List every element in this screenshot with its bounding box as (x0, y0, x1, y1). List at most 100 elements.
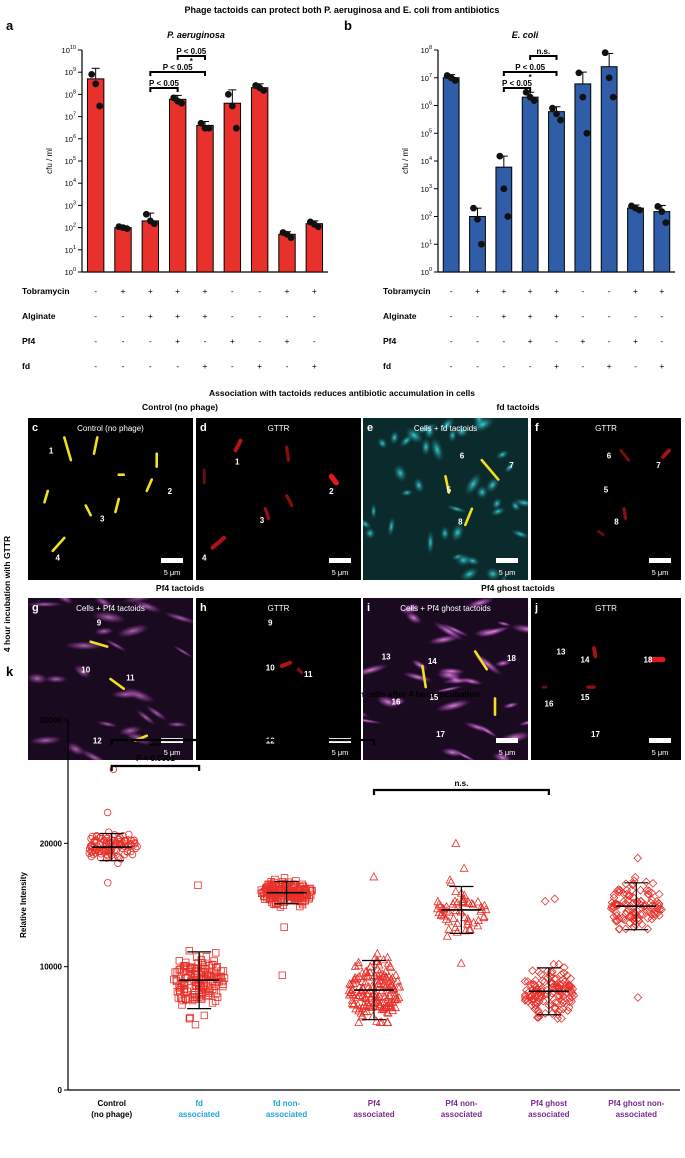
data-point-diamond (555, 1005, 565, 1015)
magenta-tactoid (476, 724, 499, 739)
data-point-diamond (654, 911, 664, 920)
data-point-diamond (636, 885, 645, 895)
magenta-tactoid (103, 638, 128, 653)
group-label: Pf4 non- (445, 1099, 477, 1108)
data-point-triangle (366, 1002, 376, 1011)
micro-panel-g: g Cells + Pf4 tactoids 5 μm 9 10 11 12 (28, 598, 193, 760)
magenta-tactoid (43, 674, 69, 684)
magenta-tactoid (93, 627, 115, 636)
data-point-square (176, 983, 185, 992)
data-point-diamond (622, 900, 631, 909)
chart-a-bar (305, 223, 324, 273)
data-point-square (191, 1020, 200, 1029)
micro-label-f: GTTR (595, 424, 617, 433)
bacterial-cell (84, 504, 92, 517)
chart-b-ytick-label: 104 (421, 156, 432, 166)
chart-b-data-point (530, 97, 538, 105)
cell-number: 17 (436, 730, 445, 739)
panel-a: a P. aeruginosa 100101102103104105106107… (6, 18, 328, 277)
chart-a-bar (168, 98, 187, 273)
magenta-tactoid (432, 685, 465, 694)
data-point-diamond (538, 976, 547, 986)
scale-label: 5 μm (332, 748, 349, 757)
data-point-diamond (552, 998, 562, 1007)
conditions-table-b: Tobramycin - + + + + - - + + Alginate - - + + + - - - - Pf4 -… (383, 286, 664, 371)
chart-a-sig-label: P < 0.05 (149, 79, 179, 88)
panel-letter-f: f (535, 422, 539, 434)
sig-star: **** (237, 716, 250, 725)
data-point-diamond (613, 900, 623, 910)
data-point-square (185, 946, 193, 955)
condition-a-cell: - (258, 311, 261, 321)
chart-b-sig-bracket (529, 55, 558, 60)
teal-tactoid (504, 461, 515, 474)
chart-a-data-point (260, 87, 268, 94)
data-point-triangle (390, 990, 400, 1000)
teal-tactoid (468, 397, 486, 414)
chart-b-data-point (470, 204, 477, 212)
condition-b-cell: + (501, 311, 506, 321)
cell-number: 2 (329, 487, 334, 496)
data-point-diamond (540, 896, 550, 906)
data-point-circle (103, 845, 111, 853)
data-point-diamond (563, 984, 572, 994)
data-point-triangle (445, 875, 455, 884)
condition-a-cell: + (203, 286, 208, 296)
data-point-diamond (566, 985, 575, 994)
condition-b-cell: - (581, 311, 584, 321)
condition-b-cell: + (633, 286, 638, 296)
magenta-tactoid (55, 598, 75, 605)
chart-k-ylabel: Relative Intensity (19, 872, 28, 938)
magenta-tactoid (117, 725, 144, 736)
data-point-triangle (384, 971, 394, 981)
condition-a-cell: - (286, 311, 289, 321)
chart-b-ytick-exponent: 6 (429, 101, 432, 107)
condition-b-cell: + (607, 361, 612, 371)
data-point-diamond (566, 974, 575, 983)
condition-a-cell: + (175, 286, 180, 296)
data-point-diamond (612, 899, 622, 909)
chart-a-data-point (228, 102, 236, 110)
data-point-diamond (627, 885, 637, 895)
data-point-diamond (556, 970, 566, 979)
chart-b-ytick-label: 107 (421, 73, 432, 83)
data-point-diamond (560, 977, 569, 987)
magenta-tactoid (363, 663, 391, 677)
condition-a-row-label: Tobramycin (22, 286, 70, 296)
cell-number: 16 (545, 699, 554, 708)
data-point-diamond (640, 902, 649, 911)
data-point-triangle (394, 992, 404, 1002)
cell-number: 8 (614, 518, 619, 527)
data-point-diamond (555, 991, 565, 1001)
chart-b-title: E. coli (512, 30, 539, 40)
group-label: associated (616, 1110, 657, 1119)
data-point-square (266, 882, 274, 890)
micro-image-e (363, 418, 528, 580)
data-point-diamond (549, 959, 559, 969)
chart-k-ytick-label: 30000 (40, 716, 63, 725)
data-point-triangle (383, 1017, 393, 1026)
chart-a-ytick-exponent: 9 (73, 67, 76, 73)
bacterial-cell (109, 677, 125, 691)
magenta-tactoid (501, 701, 520, 709)
condition-b-cell: + (528, 286, 533, 296)
chart-b-ytick-exponent: 1 (429, 239, 432, 245)
teal-tactoid (510, 529, 528, 540)
data-point-diamond (567, 997, 577, 1006)
data-point-diamond (526, 980, 536, 990)
data-point-triangle (456, 958, 466, 967)
scale-label: 5 μm (164, 568, 181, 577)
micro-panel-f: f GTTR 5 μm 6 7 5 8 (531, 418, 681, 580)
magenta-tactoid (120, 598, 163, 605)
bacterial-cell (43, 489, 50, 504)
data-point-square (266, 886, 275, 895)
data-point-diamond (569, 991, 579, 1000)
data-point-diamond (633, 993, 643, 1002)
data-point-triangle (463, 916, 473, 925)
data-point-circle (130, 836, 138, 845)
data-point-triangle (354, 957, 364, 967)
chart-a-data-point (224, 91, 232, 98)
data-point-diamond (550, 974, 559, 984)
magenta-tactoid (115, 623, 151, 639)
